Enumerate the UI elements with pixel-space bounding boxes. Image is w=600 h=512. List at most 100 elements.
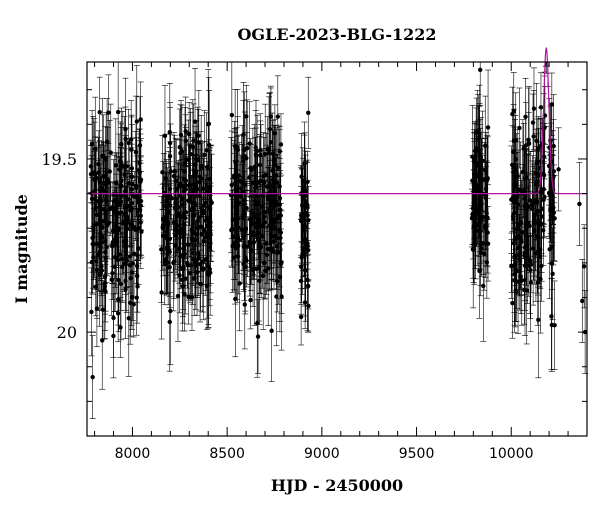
data-point	[116, 277, 121, 283]
data-point	[528, 280, 533, 285]
data-point	[273, 162, 278, 168]
data-point	[276, 165, 281, 170]
data-point	[470, 178, 475, 183]
data-point	[536, 317, 541, 323]
data-point	[510, 111, 515, 117]
data-point	[123, 287, 128, 292]
data-point	[103, 198, 109, 203]
data-point	[114, 215, 119, 220]
data-point	[186, 294, 191, 300]
data-point	[89, 309, 94, 315]
data-point	[206, 121, 211, 127]
data-point	[129, 206, 134, 211]
data-point	[232, 174, 237, 179]
data-point	[198, 224, 203, 229]
data-point	[99, 264, 104, 269]
data-point	[135, 284, 140, 289]
data-point	[273, 202, 279, 208]
data-point	[182, 160, 188, 165]
data-point	[511, 213, 516, 219]
data-point	[549, 322, 555, 328]
plot-frame	[86, 61, 588, 437]
data-point	[241, 155, 246, 160]
data-point	[514, 289, 519, 294]
data-point	[276, 250, 281, 255]
data-point	[90, 241, 95, 247]
data-point	[98, 231, 104, 237]
data-point	[525, 222, 531, 227]
data-point	[193, 182, 198, 187]
data-point	[196, 133, 201, 138]
data-point	[177, 229, 182, 234]
data-point	[253, 152, 259, 157]
data-point	[536, 173, 541, 178]
data-point	[94, 176, 99, 181]
data-point	[89, 196, 95, 201]
data-point	[549, 314, 554, 319]
data-point	[516, 202, 521, 207]
data-point	[472, 194, 477, 200]
data-point	[245, 145, 250, 151]
data-point	[535, 280, 540, 285]
data-point	[513, 138, 518, 143]
data-point	[509, 263, 514, 269]
data-point	[249, 231, 254, 237]
data-point	[252, 198, 258, 204]
data-point	[127, 254, 133, 259]
y-tick-label: 20	[57, 323, 77, 342]
data-point	[100, 307, 106, 312]
data-point	[101, 154, 106, 159]
data-point	[247, 141, 252, 146]
data-point	[167, 186, 172, 192]
data-point	[197, 261, 203, 267]
data-point	[254, 266, 260, 272]
data-point	[126, 316, 131, 321]
data-point	[187, 192, 192, 197]
data-point	[249, 167, 254, 172]
data-point	[175, 293, 181, 299]
data-point	[116, 257, 121, 262]
data-point	[168, 196, 173, 201]
data-point	[302, 179, 308, 185]
data-point	[533, 182, 539, 187]
data-point	[205, 184, 210, 189]
data-point	[473, 228, 478, 234]
data-point	[136, 246, 141, 251]
data-point	[208, 232, 213, 238]
data-point	[531, 106, 537, 111]
data-point	[298, 278, 304, 284]
data-point	[196, 140, 202, 145]
data-point	[515, 227, 520, 232]
data-point	[516, 252, 522, 258]
data-point	[265, 184, 270, 189]
data-point	[278, 230, 284, 235]
data-point	[275, 114, 281, 119]
data-point	[128, 137, 134, 142]
data-point	[230, 243, 235, 249]
data-point	[531, 134, 536, 139]
data-point	[191, 213, 197, 219]
data-point	[277, 195, 283, 201]
data-point	[160, 170, 165, 175]
data-point	[95, 162, 101, 167]
data-point	[183, 276, 188, 281]
data-point	[255, 334, 261, 339]
data-point	[242, 302, 247, 307]
data-point	[167, 319, 172, 325]
data-point	[278, 261, 284, 266]
data-point	[528, 198, 533, 203]
data-point	[478, 67, 483, 73]
data-point	[230, 226, 235, 232]
data-point	[118, 159, 123, 164]
data-point	[97, 109, 102, 115]
data-point	[240, 215, 246, 220]
data-point	[485, 230, 490, 235]
data-point	[178, 132, 184, 138]
data-point	[113, 163, 119, 168]
data-point	[172, 243, 178, 248]
x-tick-label: 9000	[304, 446, 340, 462]
data-point	[133, 183, 138, 189]
x-axis-label: HJD - 2450000	[271, 476, 403, 495]
data-point	[177, 273, 182, 278]
